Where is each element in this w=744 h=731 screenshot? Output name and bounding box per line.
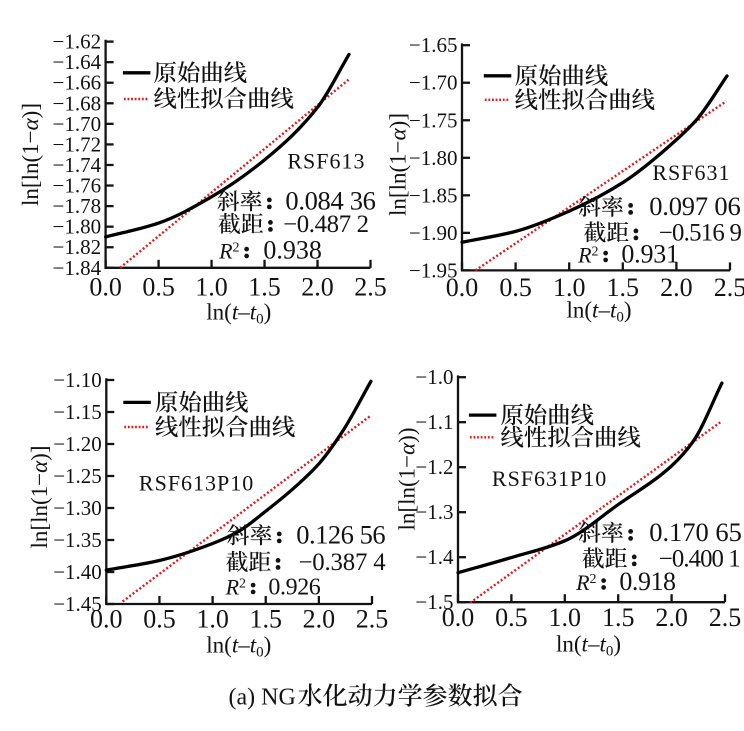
svg-text:−0.516 9: −0.516 9 xyxy=(659,220,742,247)
svg-text:−1.45: −1.45 xyxy=(53,592,102,616)
svg-text:ln(t–t0): ln(t–t0) xyxy=(556,632,621,660)
svg-text:−1.1: −1.1 xyxy=(415,410,453,434)
svg-text:−1.70: −1.70 xyxy=(409,71,458,95)
svg-text:−1.4: −1.4 xyxy=(415,545,454,569)
svg-text:−1.0: −1.0 xyxy=(415,365,453,389)
svg-text:0.931: 0.931 xyxy=(621,240,679,269)
svg-text:−1.75: −1.75 xyxy=(409,108,458,132)
svg-text:R2: R2 xyxy=(575,570,596,595)
svg-text:−1.90: −1.90 xyxy=(409,221,458,245)
svg-text:RSF613: RSF613 xyxy=(287,149,365,174)
svg-text:0.0: 0.0 xyxy=(90,605,123,634)
svg-text:ln(t–t0): ln(t–t0) xyxy=(206,300,271,328)
svg-text:R2: R2 xyxy=(218,239,239,264)
svg-text:0.097 06: 0.097 06 xyxy=(649,191,741,221)
svg-text:−1.5: −1.5 xyxy=(415,590,453,614)
svg-text:ln[ln(1−α)]: ln[ln(1−α)] xyxy=(18,103,43,206)
svg-text:−1.85: −1.85 xyxy=(409,183,458,207)
svg-text:−1.68: −1.68 xyxy=(53,91,102,115)
svg-text:−1.95: −1.95 xyxy=(409,258,458,282)
svg-text:0.5: 0.5 xyxy=(495,603,528,632)
svg-text:−1.65: −1.65 xyxy=(409,33,458,57)
svg-text:R2: R2 xyxy=(225,575,246,600)
svg-text:−1.62: −1.62 xyxy=(53,30,102,54)
svg-text:−1.84: −1.84 xyxy=(53,256,102,280)
svg-text:−1.35: −1.35 xyxy=(53,528,102,552)
svg-text:1.5: 1.5 xyxy=(249,605,282,634)
svg-text:ln[ln(1−α)]: ln[ln(1−α)] xyxy=(386,113,411,216)
svg-text:2.0: 2.0 xyxy=(660,273,693,302)
svg-text:−1.10: −1.10 xyxy=(53,368,102,392)
svg-text:0.5: 0.5 xyxy=(143,605,176,634)
svg-text:2.0: 2.0 xyxy=(301,273,334,302)
svg-text:−1.40: −1.40 xyxy=(53,560,102,584)
svg-text:2.0: 2.0 xyxy=(655,603,688,632)
svg-text:1.0: 1.0 xyxy=(195,273,228,302)
svg-text:−1.78: −1.78 xyxy=(53,194,102,218)
svg-text:2.5: 2.5 xyxy=(354,273,387,302)
svg-text:−1.64: −1.64 xyxy=(53,50,102,74)
svg-text:−0.400 1: −0.400 1 xyxy=(659,546,741,573)
svg-text:0.084 36: 0.084 36 xyxy=(285,186,376,216)
svg-text:1.5: 1.5 xyxy=(248,273,281,302)
svg-text:−1.20: −1.20 xyxy=(53,432,102,456)
svg-text:−1.3: −1.3 xyxy=(415,500,453,524)
svg-text:2.5: 2.5 xyxy=(709,603,742,632)
svg-text:−1.30: −1.30 xyxy=(53,496,102,520)
svg-text:1.5: 1.5 xyxy=(607,273,640,302)
svg-text:−1.80: −1.80 xyxy=(409,146,458,170)
svg-text:RSF631: RSF631 xyxy=(652,160,730,185)
svg-text:1.0: 1.0 xyxy=(196,605,229,634)
svg-text:1.5: 1.5 xyxy=(602,603,635,632)
svg-text:0.5: 0.5 xyxy=(499,273,532,302)
svg-text:0.126 56: 0.126 56 xyxy=(296,520,385,550)
svg-text:R2: R2 xyxy=(577,243,598,268)
svg-text:0.0: 0.0 xyxy=(89,273,122,302)
svg-text:(a) NG: (a) NG xyxy=(229,685,296,711)
svg-text:−1.74: −1.74 xyxy=(53,153,102,177)
svg-text:−1.82: −1.82 xyxy=(53,235,102,259)
svg-text:0.170 65: 0.170 65 xyxy=(649,517,742,547)
svg-text:0.0: 0.0 xyxy=(442,603,475,632)
svg-text:−1.2: −1.2 xyxy=(415,455,453,479)
svg-text:0.926: 0.926 xyxy=(268,575,320,601)
svg-text:0.0: 0.0 xyxy=(446,273,479,302)
svg-text:−0.387 4: −0.387 4 xyxy=(299,549,387,576)
svg-text:−1.15: −1.15 xyxy=(53,400,102,424)
svg-text:−1.72: −1.72 xyxy=(53,132,102,156)
svg-text:−1.70: −1.70 xyxy=(53,112,102,136)
svg-text:ln(t–t0): ln(t–t0) xyxy=(206,633,271,661)
svg-text:RSF613P10: RSF613P10 xyxy=(139,470,254,495)
svg-text:−1.25: −1.25 xyxy=(53,464,102,488)
svg-text:2.5: 2.5 xyxy=(714,273,744,302)
svg-text:0.5: 0.5 xyxy=(142,273,175,302)
svg-text:0.938: 0.938 xyxy=(263,236,322,265)
svg-text:−1.66: −1.66 xyxy=(53,71,102,95)
svg-text:2.5: 2.5 xyxy=(356,605,389,634)
svg-text:−1.76: −1.76 xyxy=(53,174,102,198)
svg-text:0.918: 0.918 xyxy=(619,567,676,596)
svg-text:ln[ln(1−α)): ln[ln(1−α)) xyxy=(395,428,420,531)
svg-text:ln[ln(1−α)]: ln[ln(1−α)] xyxy=(27,446,52,549)
svg-text:1.0: 1.0 xyxy=(553,273,586,302)
svg-text:1.0: 1.0 xyxy=(549,603,582,632)
svg-text:−1.80: −1.80 xyxy=(53,215,102,239)
svg-text:RSF631P10: RSF631P10 xyxy=(492,466,607,491)
svg-text:−0.487 2: −0.487 2 xyxy=(283,211,369,238)
svg-text:2.0: 2.0 xyxy=(303,605,336,634)
